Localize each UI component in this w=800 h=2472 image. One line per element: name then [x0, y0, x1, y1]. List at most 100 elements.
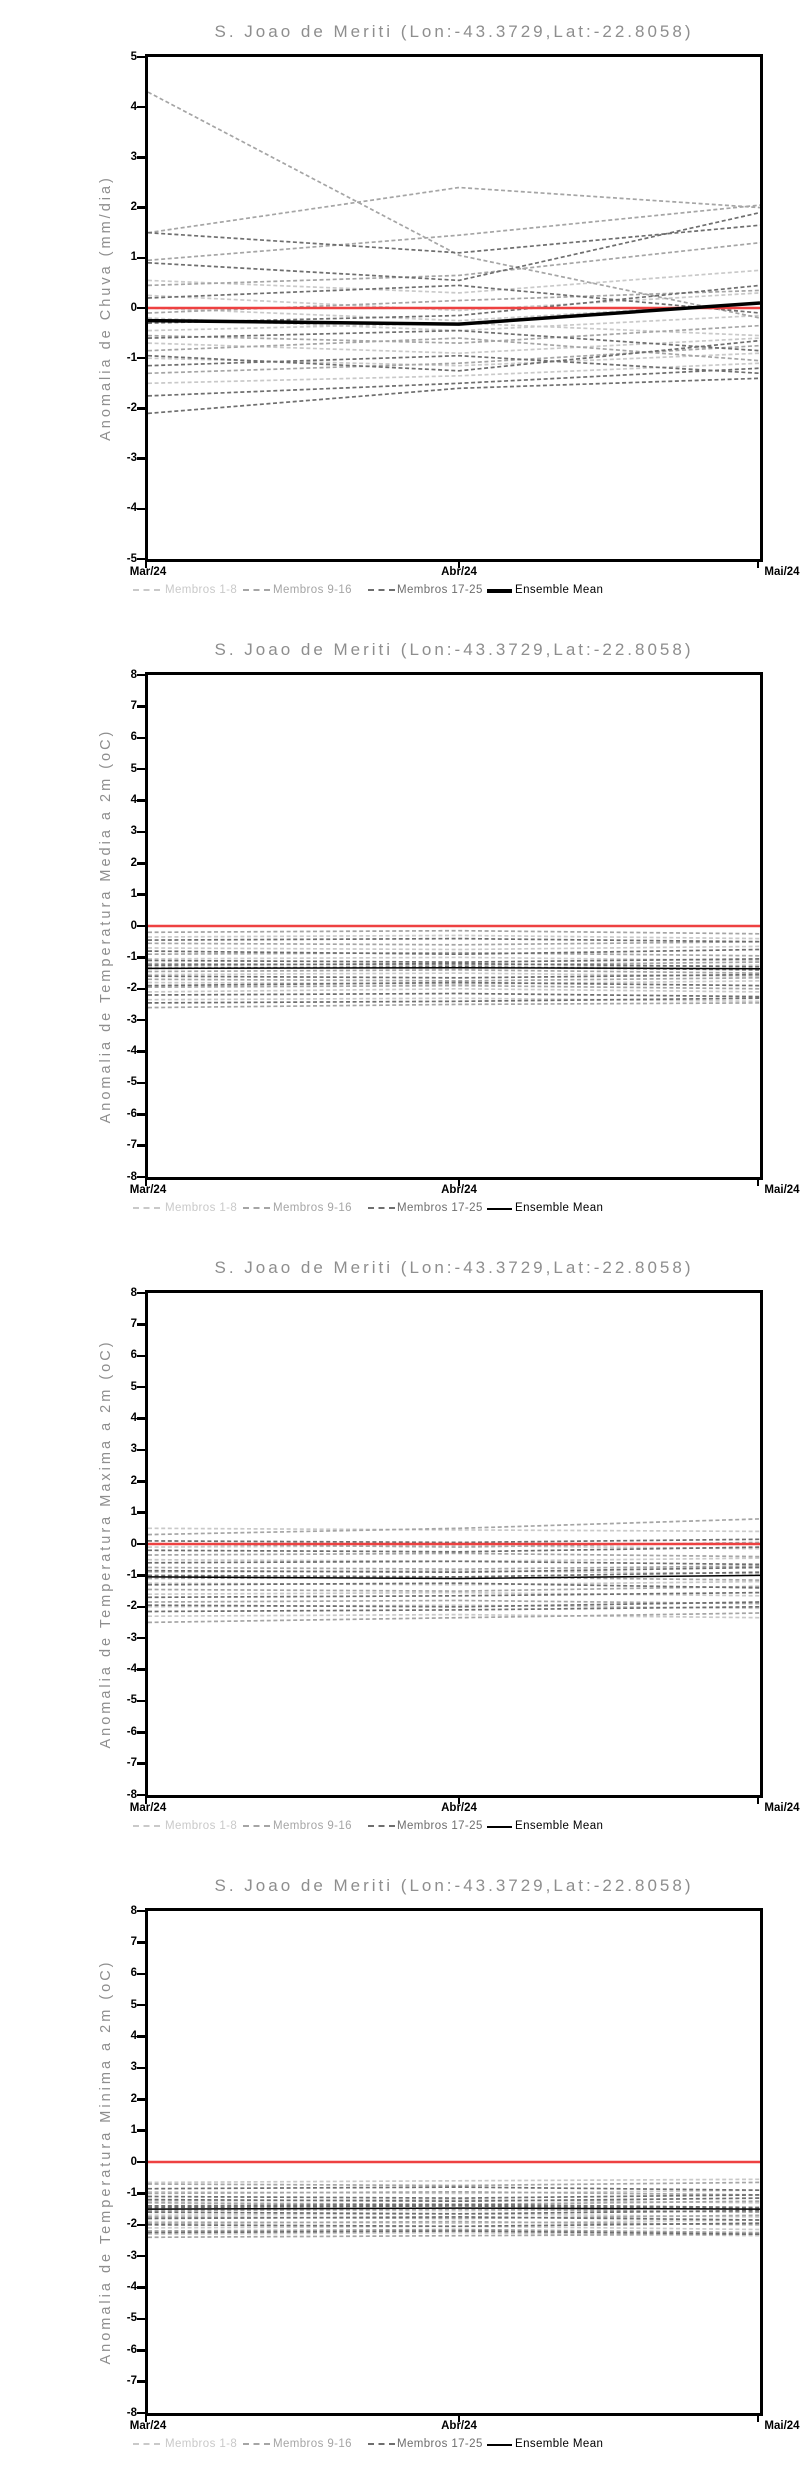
y-tick-label: 6: [130, 1967, 137, 1980]
y-tick-mark: [137, 2317, 145, 2321]
chart-panel-min-temperature-anomaly: S. Joao de Meriti (Lon:-43.3729,Lat:-22.…: [0, 1854, 800, 2472]
y-tick-mark: [137, 1793, 145, 1797]
member-line: [148, 352, 760, 367]
y-tick-mark: [137, 1081, 145, 1085]
plot-area: [145, 1290, 763, 1798]
y-tick-mark: [137, 924, 145, 928]
x-tick-mark: [457, 562, 461, 568]
x-tick-mark: [756, 2416, 760, 2422]
x-tick-label: Abr/24: [441, 1802, 477, 1814]
legend-dash-sample: [133, 2443, 160, 2445]
member-line: [148, 1544, 760, 1550]
y-tick-mark: [137, 736, 145, 739]
legend-label: Membros 1-8: [165, 2438, 238, 2450]
member-line: [148, 284, 760, 324]
y-tick-mark: [137, 1668, 145, 1671]
y-tick-label: 0: [130, 2155, 137, 2168]
y-tick-mark: [137, 2003, 145, 2007]
member-line: [148, 2222, 760, 2228]
member-line: [148, 987, 760, 993]
y-tick-label: -6: [126, 1107, 137, 1120]
chart-lines-svg: [148, 1518, 760, 1624]
plot-area: [145, 54, 763, 562]
member-line: [148, 377, 760, 415]
y-tick-label: 4: [130, 2030, 137, 2042]
member-line: [148, 1585, 760, 1592]
member-line: [148, 1582, 760, 1589]
y-tick-label: 3: [130, 2061, 137, 2074]
x-tick-label: Abr/24: [441, 2420, 477, 2432]
member-line: [148, 2209, 760, 2215]
member-line: [148, 1591, 760, 1597]
y-tick-label: 0: [130, 1537, 137, 1550]
member-line: [148, 981, 760, 987]
member-line: [148, 997, 760, 1003]
member-line: [148, 2178, 760, 2184]
member-line: [148, 211, 760, 282]
y-tick-label: -6: [126, 2343, 137, 2356]
member-line: [148, 2216, 760, 2221]
y-tick-mark: [137, 1050, 145, 1053]
member-line: [148, 984, 760, 990]
member-line: [148, 337, 760, 355]
y-tick-mark: [137, 1542, 145, 1546]
y-tick-mark: [137, 956, 145, 959]
legend-dash-sample: [243, 589, 270, 591]
y-tick-label: 3: [130, 150, 137, 163]
y-tick-mark: [137, 1574, 145, 1577]
legend-label: Ensemble Mean: [515, 1820, 604, 1832]
y-tick-label: 5: [130, 50, 137, 63]
member-line: [148, 2214, 760, 2220]
member-line: [148, 302, 760, 322]
member-line: [148, 1560, 760, 1566]
legend-mean-line-sample: [487, 1826, 512, 1828]
y-tick-mark: [137, 1354, 145, 1357]
chart-lines-svg: [148, 2160, 760, 2239]
ensemble-mean-line: [148, 966, 760, 970]
member-line: [148, 2219, 760, 2225]
legend-dash-sample: [368, 1207, 395, 1209]
y-tick-label: 4: [130, 794, 137, 806]
member-line: [148, 961, 760, 967]
y-tick-label: 0: [130, 301, 137, 314]
member-line: [148, 269, 760, 294]
member-line: [148, 948, 760, 956]
x-tick-label: Mar/24: [129, 2420, 167, 2432]
y-tick-mark: [137, 705, 145, 708]
member-line: [148, 337, 760, 362]
y-tick-mark: [137, 1762, 145, 1765]
y-tick-mark: [137, 55, 145, 59]
y-tick-label: -6: [126, 1725, 137, 1738]
x-tick-mark: [144, 1180, 148, 1186]
y-tick-label: 2: [130, 1474, 137, 1487]
member-line: [148, 2181, 760, 2187]
y-tick-mark: [137, 2411, 145, 2415]
member-line: [148, 972, 760, 978]
y-tick-mark: [137, 2254, 145, 2258]
y-tick-mark: [137, 256, 145, 260]
legend-mean-line-sample: [487, 2444, 512, 2446]
x-tick-mark: [756, 562, 760, 568]
y-tick-mark: [137, 1731, 145, 1734]
y-tick-mark: [137, 1113, 145, 1116]
member-line: [148, 1612, 760, 1624]
legend-dash-sample: [243, 2443, 270, 2445]
y-tick-mark: [137, 862, 145, 865]
member-line: [148, 973, 760, 979]
member-line: [148, 1566, 760, 1574]
legend-label: Membros 9-16: [273, 1202, 352, 1214]
y-tick-mark: [137, 407, 145, 410]
member-line: [148, 937, 760, 943]
y-tick-label: -2: [126, 982, 137, 995]
member-line: [148, 1518, 760, 1536]
y-tick-label: -7: [126, 2375, 137, 2388]
chart-title: S. Joao de Meriti (Lon:-43.3729,Lat:-22.…: [214, 1258, 694, 1277]
legend-label: Membros 1-8: [165, 584, 238, 596]
ensemble-mean-line: [148, 2207, 760, 2210]
y-tick-label: -4: [126, 502, 137, 515]
member-line: [148, 958, 760, 963]
member-line: [148, 241, 760, 287]
y-tick-mark: [137, 507, 145, 511]
y-tick-mark: [137, 2223, 145, 2226]
y-tick-label: 2: [130, 2092, 137, 2105]
